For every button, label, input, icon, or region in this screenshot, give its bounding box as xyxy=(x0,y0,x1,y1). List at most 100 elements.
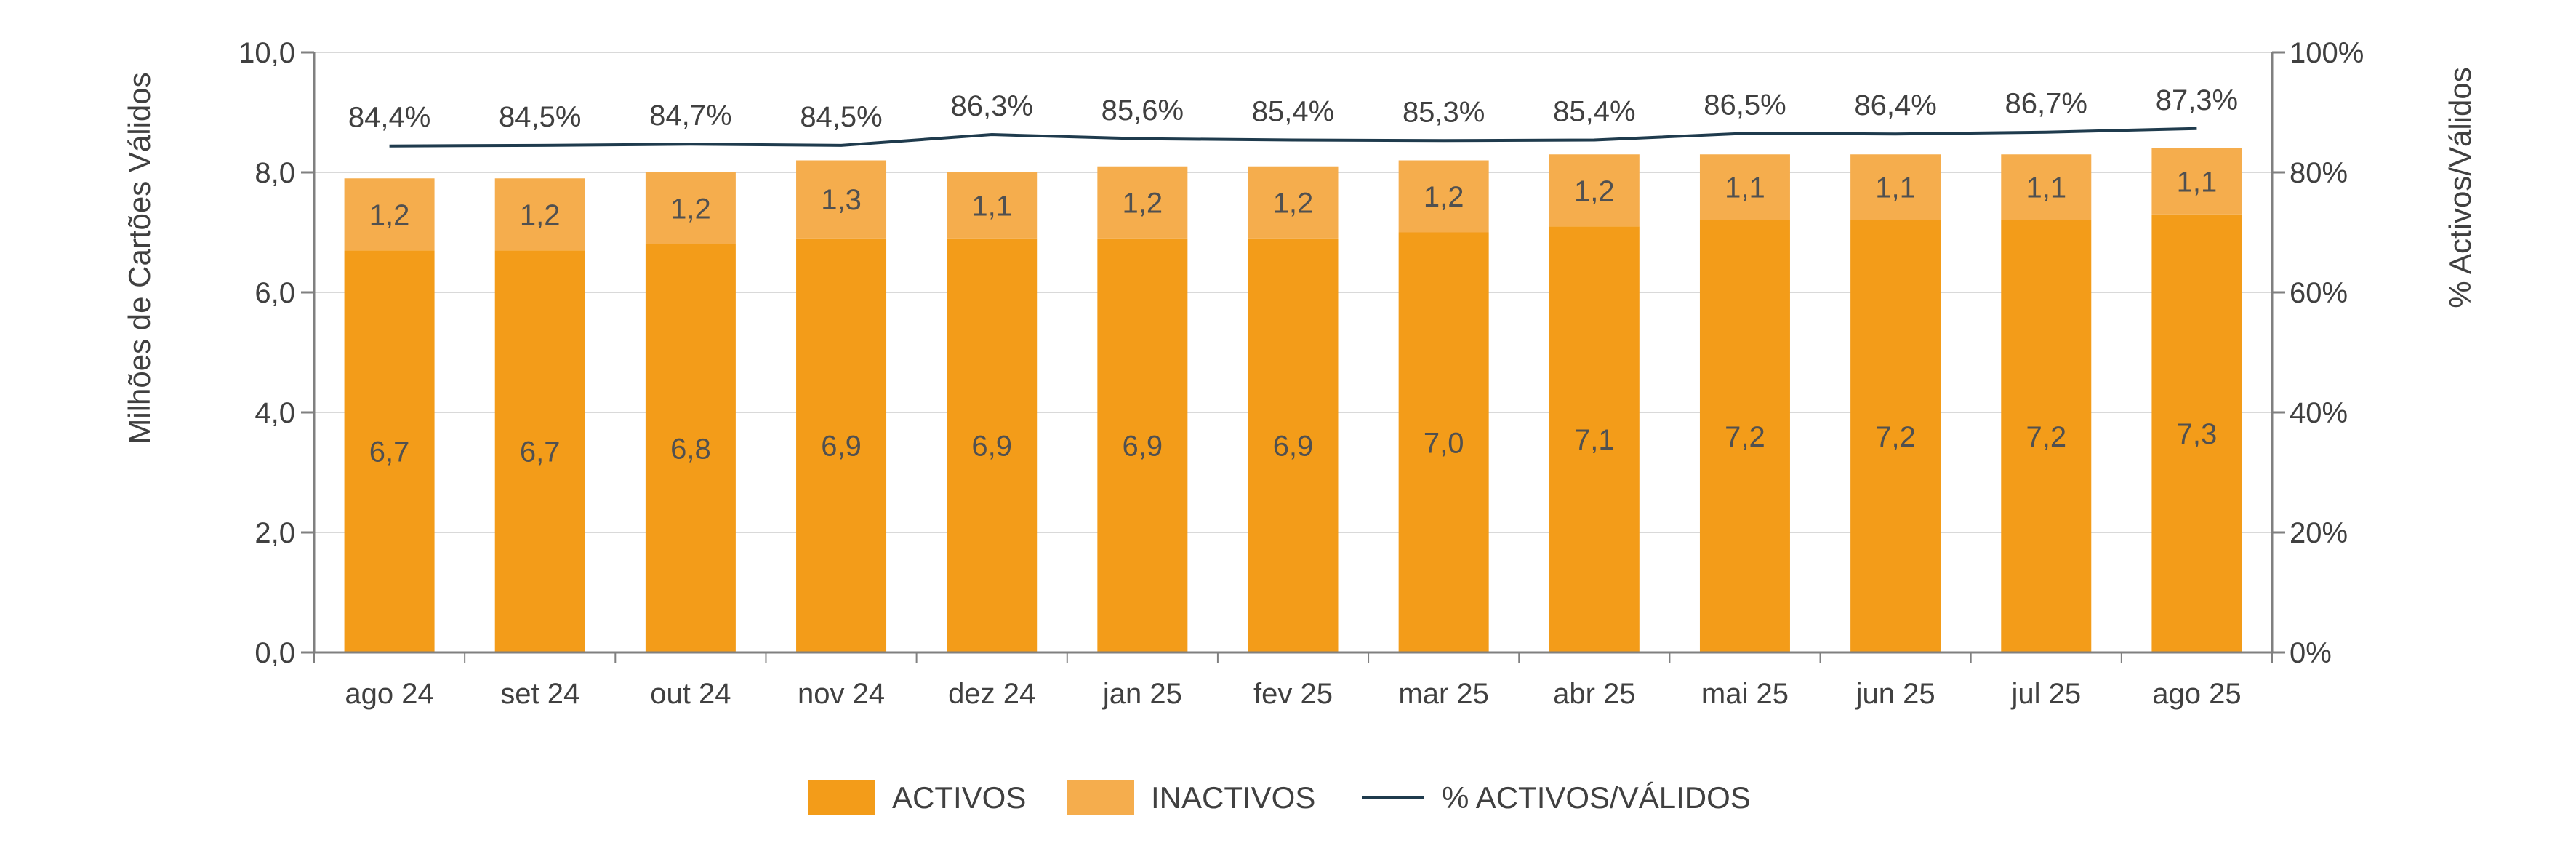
x-tick-label: jun 25 xyxy=(1855,678,1935,710)
data-label-pct: 84,7% xyxy=(649,100,731,132)
data-label-inactivos: 1,2 xyxy=(369,199,410,231)
y-tick-label-right: 80% xyxy=(2290,157,2348,189)
bar-activos xyxy=(1699,220,1790,652)
data-label-inactivos: 1,1 xyxy=(971,190,1012,222)
x-tick-label: ago 24 xyxy=(345,678,433,710)
x-tick-label: nov 24 xyxy=(798,678,885,710)
bar-activos xyxy=(645,244,736,652)
bar-activos xyxy=(494,250,585,652)
bar-activos xyxy=(344,250,435,652)
pct-line-series xyxy=(389,127,2197,148)
x-tick-label: jan 25 xyxy=(1102,678,1182,710)
data-label-pct: 86,3% xyxy=(950,90,1032,122)
bar-inactivos xyxy=(796,160,887,239)
bar-inactivos xyxy=(1699,154,1790,220)
bars xyxy=(344,148,2242,652)
data-label-pct: 87,3% xyxy=(2156,84,2238,116)
data-label-inactivos: 1,2 xyxy=(1273,187,1314,219)
bar-inactivos xyxy=(344,178,435,251)
y-axis-title-right: % Activos/Válidos xyxy=(2443,67,2477,308)
data-label-inactivos: 1,2 xyxy=(670,193,711,225)
bar-activos xyxy=(2001,220,2092,652)
data-label-pct: 86,7% xyxy=(2005,88,2087,120)
data-label-activos: 6,7 xyxy=(520,436,561,468)
data-label-pct: 86,5% xyxy=(1704,89,1786,121)
bar-inactivos xyxy=(947,172,1038,239)
data-label-pct: 85,6% xyxy=(1102,95,1184,127)
data-label-inactivos: 1,2 xyxy=(1123,187,1163,219)
data-label-activos: 7,0 xyxy=(1424,427,1464,459)
legend-swatch-inactivos xyxy=(1067,780,1134,815)
data-label-activos: 6,9 xyxy=(971,430,1012,462)
bar-inactivos xyxy=(2151,148,2242,215)
bar-inactivos xyxy=(1097,166,1188,239)
x-tick-label: abr 25 xyxy=(1553,678,1635,710)
data-label-activos: 7,2 xyxy=(1875,421,1916,453)
y-tick-label-left: 6,0 xyxy=(254,277,295,309)
x-tick-label: mai 25 xyxy=(1701,678,1789,710)
bar-activos xyxy=(1398,232,1489,652)
y-tick-label-right: 0% xyxy=(2290,637,2332,669)
data-label-activos: 7,1 xyxy=(1574,424,1615,456)
bar-inactivos xyxy=(645,172,736,244)
data-label-inactivos: 1,2 xyxy=(1574,175,1615,207)
data-label-pct: 84,4% xyxy=(348,102,430,134)
y-tick-label-right: 100% xyxy=(2290,37,2364,69)
bar-activos xyxy=(1097,238,1188,652)
bar-inactivos xyxy=(1850,154,1941,220)
data-label-inactivos: 1,2 xyxy=(1424,181,1464,213)
data-label-activos: 6,8 xyxy=(670,434,711,466)
axes xyxy=(301,51,2285,663)
bar-activos xyxy=(1248,238,1339,652)
x-tick-label: fev 25 xyxy=(1253,678,1333,710)
x-tick-label: out 24 xyxy=(650,678,731,710)
y-axis-title-left: Milhões de Cartões Válidos xyxy=(122,72,156,444)
pct-line xyxy=(389,127,2197,148)
data-label-inactivos: 1,1 xyxy=(2177,166,2218,198)
y-tick-label-left: 10,0 xyxy=(238,37,295,69)
bar-inactivos xyxy=(494,178,585,251)
bar-activos xyxy=(947,238,1038,652)
data-label-inactivos: 1,1 xyxy=(1875,172,1916,204)
x-tick-label: dez 24 xyxy=(948,678,1035,710)
bar-activos xyxy=(1549,226,1640,652)
y-tick-label-left: 4,0 xyxy=(254,397,295,429)
data-label-pct: 84,5% xyxy=(499,101,581,133)
bar-inactivos xyxy=(1549,154,1640,227)
x-tick-label: set 24 xyxy=(500,678,579,710)
legend-label-pct: % ACTIVOS/VÁLIDOS xyxy=(1442,780,1751,815)
data-label-pct: 85,4% xyxy=(1252,95,1334,127)
legend-swatch-activos xyxy=(808,780,875,815)
y-tick-label-right: 40% xyxy=(2290,397,2348,429)
data-label-activos: 7,2 xyxy=(1725,421,1765,453)
data-label-inactivos: 1,1 xyxy=(2026,172,2066,204)
data-label-activos: 6,9 xyxy=(1123,430,1163,462)
data-label-activos: 7,2 xyxy=(2026,421,2066,453)
x-tick-label: mar 25 xyxy=(1398,678,1489,710)
data-label-inactivos: 1,3 xyxy=(821,184,862,216)
x-tick-label: ago 25 xyxy=(2152,678,2241,710)
data-label-pct: 84,5% xyxy=(800,101,882,133)
bar-activos xyxy=(1850,220,1941,652)
data-label-activos: 6,9 xyxy=(1273,430,1314,462)
data-label-activos: 6,9 xyxy=(821,430,862,462)
data-labels: 6,7 1,2 6,7 1,2 6,8 1,2 6,9 1,3 6,9 1,1 6,9 1,2 6,9 1… xyxy=(348,84,2238,468)
data-label-pct: 85,3% xyxy=(1403,96,1485,128)
y-tick-label-left: 2,0 xyxy=(254,517,295,549)
data-label-inactivos: 1,1 xyxy=(1725,172,1765,204)
y-tick-label-left: 8,0 xyxy=(254,157,295,189)
tick-labels: 0,0 2,0 4,0 6,0 8,0 10,0 0% 20% 40% 60% 80% 100% ago… xyxy=(238,37,2364,710)
x-tick-label: jul 25 xyxy=(2010,678,2081,710)
data-label-pct: 85,4% xyxy=(1553,95,1635,127)
y-tick-label-right: 20% xyxy=(2290,517,2348,549)
bar-activos xyxy=(2151,214,2242,652)
y-tick-label-right: 60% xyxy=(2290,277,2348,309)
bar-activos xyxy=(796,238,887,652)
bar-inactivos xyxy=(1398,160,1489,233)
data-label-pct: 86,4% xyxy=(1854,89,1936,121)
data-label-activos: 6,7 xyxy=(369,436,410,468)
bar-inactivos xyxy=(1248,166,1339,239)
legend-label-inactivos: INACTIVOS xyxy=(1151,780,1315,815)
legend-label-activos: ACTIVOS xyxy=(892,780,1026,815)
